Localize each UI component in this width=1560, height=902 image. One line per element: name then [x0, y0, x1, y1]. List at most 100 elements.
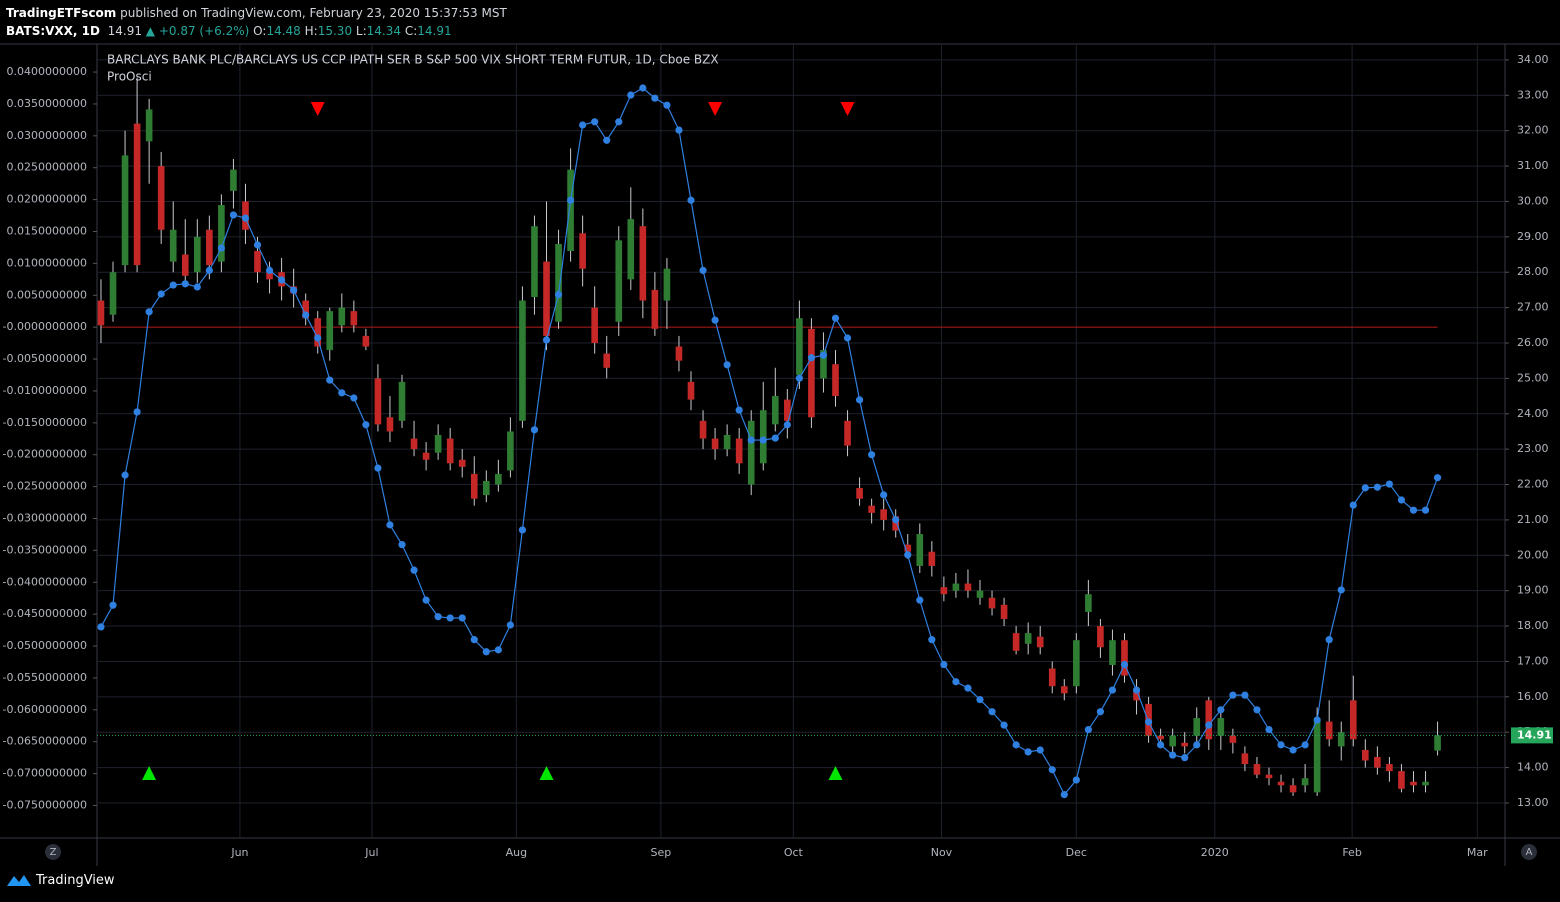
candle-body [254, 250, 261, 273]
y-tick-label: 0.0200000000 [7, 193, 87, 206]
candle-body [603, 353, 611, 368]
z-button-label[interactable]: Z [50, 847, 57, 858]
oscillator-dot [807, 354, 816, 362]
oscillator-dot [1265, 725, 1273, 734]
candle-body [904, 544, 912, 552]
y-tick-label: 0.0400000000 [7, 65, 87, 78]
oscillator-dot [434, 613, 442, 621]
y2-tick-label: 25.00 [1517, 371, 1549, 384]
price: 14.91 [107, 24, 142, 38]
brand[interactable]: TradingView [36, 872, 115, 888]
oscillator-dot [326, 376, 334, 384]
oscillator-dot [735, 406, 743, 414]
quote-line: BATS:VXX, 1D 14.91 ▲ +0.87 (+6.2%) O:14.… [6, 22, 507, 40]
y-tick-label: -0.0100000000 [3, 384, 87, 397]
oscillator-dot [1385, 480, 1394, 488]
oscillator-dot [133, 408, 141, 416]
y2-tick-label: 19.00 [1517, 584, 1549, 597]
candle-body [434, 434, 442, 453]
oscillator-dot [916, 596, 924, 604]
oscillator-dot [988, 708, 996, 716]
oscillator-dot [1205, 721, 1213, 729]
y2-tick-label: 27.00 [1517, 301, 1549, 314]
candle-body [1410, 781, 1417, 786]
candle-body [675, 346, 683, 361]
y-tick-label: -0.0550000000 [3, 671, 87, 684]
oscillator-dot [1181, 754, 1189, 762]
oscillator-dot [1433, 474, 1442, 482]
candle-body [1000, 604, 1008, 619]
y2-tick-label: 28.00 [1517, 265, 1549, 278]
candle-body [735, 438, 743, 464]
oscillator-dot [157, 290, 165, 298]
candle-body [446, 438, 454, 464]
oscillator-dot [687, 196, 695, 204]
x-tick-label: Nov [931, 846, 953, 859]
candle-body [1036, 636, 1044, 648]
y2-tick-label: 26.00 [1517, 336, 1549, 349]
y-tick-label: 0.0300000000 [7, 129, 87, 142]
candle-body [326, 311, 334, 351]
oscillator-dot [1229, 691, 1237, 699]
x-tick-label: Jul [364, 846, 378, 859]
oscillator-dot [518, 526, 527, 534]
oscillator-dot [410, 566, 418, 574]
footer: TradingView [6, 872, 115, 888]
x-tick-label: Sep [651, 846, 672, 859]
oscillator-dot [181, 280, 189, 288]
oscillator-dot [97, 623, 105, 631]
buy-signal [539, 766, 554, 780]
candle-body [1277, 781, 1285, 786]
candle-body [531, 226, 538, 297]
candle-body [495, 473, 502, 485]
oscillator-dot [145, 308, 153, 316]
candle-body [543, 261, 550, 336]
candle-body [206, 229, 213, 266]
oscillator-dot [1144, 718, 1153, 726]
candle-body [976, 590, 984, 598]
oscillator-dot [868, 451, 876, 459]
sell-signal [708, 102, 723, 116]
candle-body [1241, 753, 1249, 765]
a-button-label[interactable]: A [1526, 847, 1533, 858]
candle-body [555, 243, 562, 322]
x-tick-label: Mar [1467, 846, 1488, 859]
oscillator-dot [494, 646, 502, 654]
x-tick-label: 2020 [1201, 846, 1229, 859]
oscillator-dot [1277, 741, 1285, 749]
author[interactable]: TradingETFscom [6, 6, 117, 20]
candle-body [1337, 732, 1345, 747]
candle-body [1265, 774, 1273, 779]
oscillator-dot [663, 101, 671, 109]
candle-body [97, 300, 105, 326]
x-tick-label: Oct [784, 846, 804, 859]
oscillator-dot [374, 464, 382, 472]
z-button[interactable] [45, 844, 61, 860]
oscillator-dot [952, 678, 960, 686]
y2-tick-label: 18.00 [1517, 619, 1549, 632]
candle-body [639, 226, 647, 301]
oscillator-dot [314, 334, 322, 342]
oscillator-dot [253, 241, 262, 249]
candle-body [1048, 668, 1056, 687]
oscillator-dot [386, 521, 394, 529]
oscillator-dot [615, 118, 623, 126]
candle-body [218, 204, 225, 262]
a-button[interactable] [1521, 844, 1537, 860]
y2-tick-label: 20.00 [1517, 548, 1549, 561]
candle-body [374, 378, 382, 425]
oscillator-dot [446, 614, 454, 622]
candle-body [1085, 594, 1092, 612]
candle-body [458, 459, 466, 467]
oscillator-dot [229, 211, 238, 219]
candle-body [747, 420, 755, 485]
symbol: BATS:VXX, 1D [6, 24, 100, 38]
y-tick-label: -0.0700000000 [3, 767, 87, 780]
candle-body [398, 381, 406, 421]
logo [7, 875, 31, 886]
candle-body [1169, 735, 1176, 747]
candle-body [386, 417, 394, 432]
oscillator-dot [193, 283, 201, 291]
oscillator-dot [1373, 483, 1381, 491]
oscillator-dot [542, 336, 551, 344]
